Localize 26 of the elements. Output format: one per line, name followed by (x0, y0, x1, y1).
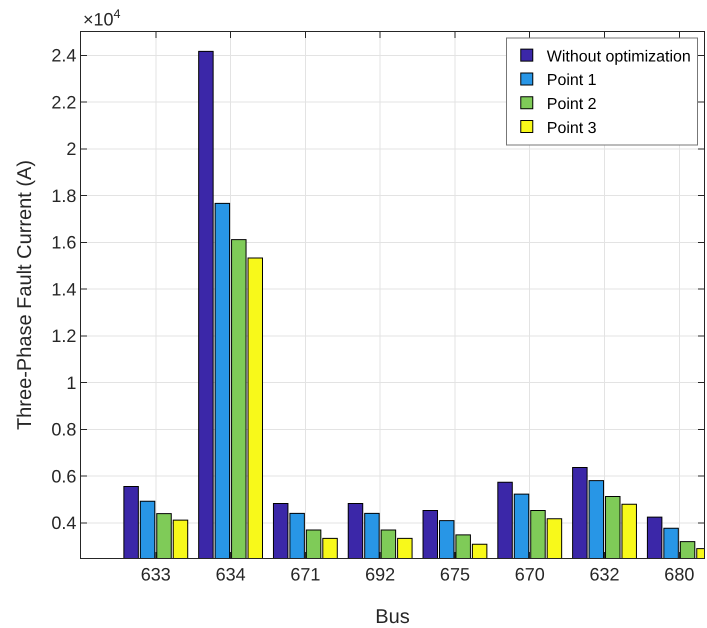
y-tick-label: 0.4 (51, 513, 76, 534)
y-tick-label: 2 (66, 139, 76, 160)
x-tick-label: 632 (590, 564, 620, 585)
y-tick-label: 0.6 (51, 466, 76, 486)
text: ×10$^{4}$ (83, 7, 121, 30)
legend-label: Point 1 (546, 72, 597, 90)
y-tick-label: 1 (66, 372, 76, 393)
y-axis-title: Three-Phase Fault Current (A) (14, 160, 36, 430)
y-tick-label: 0.8 (51, 420, 76, 440)
y-tick-label: 2.2 (51, 92, 76, 112)
x-tick-label: 633 (140, 564, 171, 585)
x-tick-label: 692 (365, 564, 396, 585)
x-tick-label: 670 (514, 564, 545, 585)
x-tick-label: 634 (216, 564, 246, 585)
x-tick-label: 671 (290, 564, 320, 585)
legend-label: Point 3 (546, 120, 597, 137)
x-tick-label: 680 (664, 564, 694, 585)
x-tick-label: 675 (440, 564, 470, 585)
y-tick-label: 1.2 (51, 326, 76, 346)
legend-label: Without optimization (546, 48, 691, 66)
y-tick-label: 1.6 (51, 232, 76, 253)
legend-label: Point 2 (546, 96, 597, 113)
y-tick-label: 1.8 (51, 186, 76, 206)
x-axis-title: Bus (375, 606, 410, 628)
y-tick-label: 2.4 (51, 46, 76, 66)
y-tick-label: 1.4 (51, 279, 76, 300)
